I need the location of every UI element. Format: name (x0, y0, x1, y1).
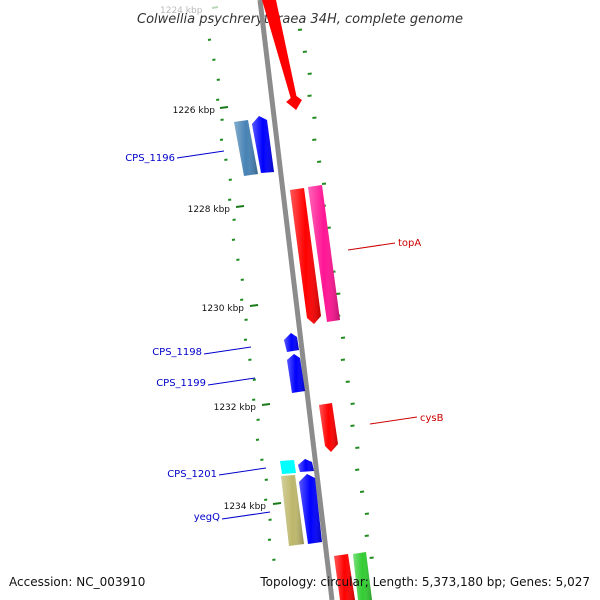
tick-mark (211, 6, 219, 9)
label-leader (221, 511, 271, 520)
track-dot (355, 468, 360, 471)
gene-label-cysb[interactable]: cysB (420, 413, 444, 424)
gene-features (234, 0, 372, 600)
label-leader (347, 242, 396, 251)
track-dot (364, 512, 370, 515)
gene-arrow (319, 403, 338, 452)
gene-label-cps-1201[interactable]: CPS_1201 (167, 469, 217, 480)
track-dot (228, 178, 232, 181)
label-leader (176, 150, 225, 159)
track-dot (312, 116, 317, 119)
track-dot (264, 498, 268, 501)
map-title: Colwellia psychrerythraea 34H, complete … (137, 12, 463, 27)
label-leader (207, 377, 256, 386)
gene-arrow (299, 474, 322, 544)
track-dot (248, 358, 252, 361)
track-dot (317, 160, 322, 163)
tick-label: 1226 kbp (173, 106, 216, 116)
track-dot (236, 258, 240, 261)
tick-mark (261, 403, 271, 406)
track-dot (307, 94, 312, 97)
gene-arrow (308, 185, 340, 322)
track-dot (345, 380, 350, 383)
track-dot (219, 138, 224, 141)
track-dot (228, 198, 232, 201)
gene-label-cps-1196[interactable]: CPS_1196 (125, 153, 175, 164)
track-dot (350, 424, 355, 427)
track-dot (212, 58, 216, 61)
tick-mark (272, 502, 282, 505)
track-dot (340, 358, 346, 361)
track-dot (244, 318, 248, 321)
genome-backbone (257, 0, 335, 600)
genome-summary-text: Topology: circular; Length: 5,373,180 bp… (259, 575, 590, 589)
gene-arrow (287, 354, 305, 393)
track-dot (240, 298, 244, 301)
track-dot (231, 238, 236, 241)
track-dot (264, 478, 268, 481)
tick-mark (249, 304, 259, 307)
track-dot (272, 558, 276, 561)
tick-label: 1224 kbp (160, 6, 203, 16)
track-dot (207, 38, 212, 41)
gene-arrow (298, 459, 314, 472)
gene-arrow (284, 333, 299, 352)
track-dot (232, 218, 236, 221)
track-dot (243, 338, 248, 341)
track-dot (255, 438, 260, 441)
tick-marks: 1224 kbp 1226 kbp 1228 kbp 1230 kbp 1232… (160, 6, 282, 512)
label-leader (369, 416, 418, 425)
track-dot (268, 518, 272, 521)
gene-arrow (281, 475, 304, 546)
tick-label: 1232 kbp (214, 403, 257, 413)
track-dot (359, 490, 365, 493)
track-dot (336, 292, 341, 295)
gene-arrow (234, 120, 258, 176)
track-dot (256, 418, 260, 421)
gene-label-topa[interactable]: topA (398, 238, 421, 249)
track-dot (252, 378, 256, 381)
track-dot (369, 556, 374, 559)
track-dot (240, 278, 244, 281)
track-dot (216, 98, 220, 101)
gene-arrow (290, 188, 321, 324)
gene-arrow (262, 0, 302, 110)
tick-mark (235, 205, 245, 208)
gene-arrow (252, 116, 274, 173)
tick-label: 1228 kbp (188, 205, 231, 215)
label-leader (203, 346, 252, 355)
gene-arrow (353, 552, 372, 600)
track-dot (340, 336, 346, 339)
track-dot (260, 458, 264, 461)
track-dot (216, 78, 220, 81)
track-dot (321, 182, 327, 185)
track-dot (307, 72, 312, 75)
track-dot (267, 538, 272, 541)
tick-label: 1234 kbp (224, 502, 267, 512)
gene-arrow (334, 554, 355, 600)
track-dot (252, 398, 256, 401)
track-dot (302, 50, 307, 53)
gene-label-yegq[interactable]: yegQ (194, 512, 220, 523)
track-dot (350, 402, 355, 405)
gene-label-cps-1198[interactable]: CPS_1198 (152, 347, 202, 358)
track-dot (364, 534, 369, 537)
gene-arrow (280, 460, 296, 474)
track-dot (224, 158, 228, 161)
gc-content-track (207, 38, 276, 561)
track-dot (312, 138, 317, 141)
tick-label: 1230 kbp (202, 304, 245, 314)
accession-text: Accession: NC_003910 (9, 575, 145, 589)
label-leader (218, 467, 267, 476)
track-dot (355, 446, 360, 449)
gene-labels: CPS_1196 topA CPS_1198 CPS_1199 cysB CPS… (125, 150, 444, 523)
track-dot (297, 28, 303, 31)
tick-mark (219, 106, 229, 109)
gene-label-cps-1199[interactable]: CPS_1199 (156, 378, 206, 389)
track-dot (220, 118, 224, 121)
